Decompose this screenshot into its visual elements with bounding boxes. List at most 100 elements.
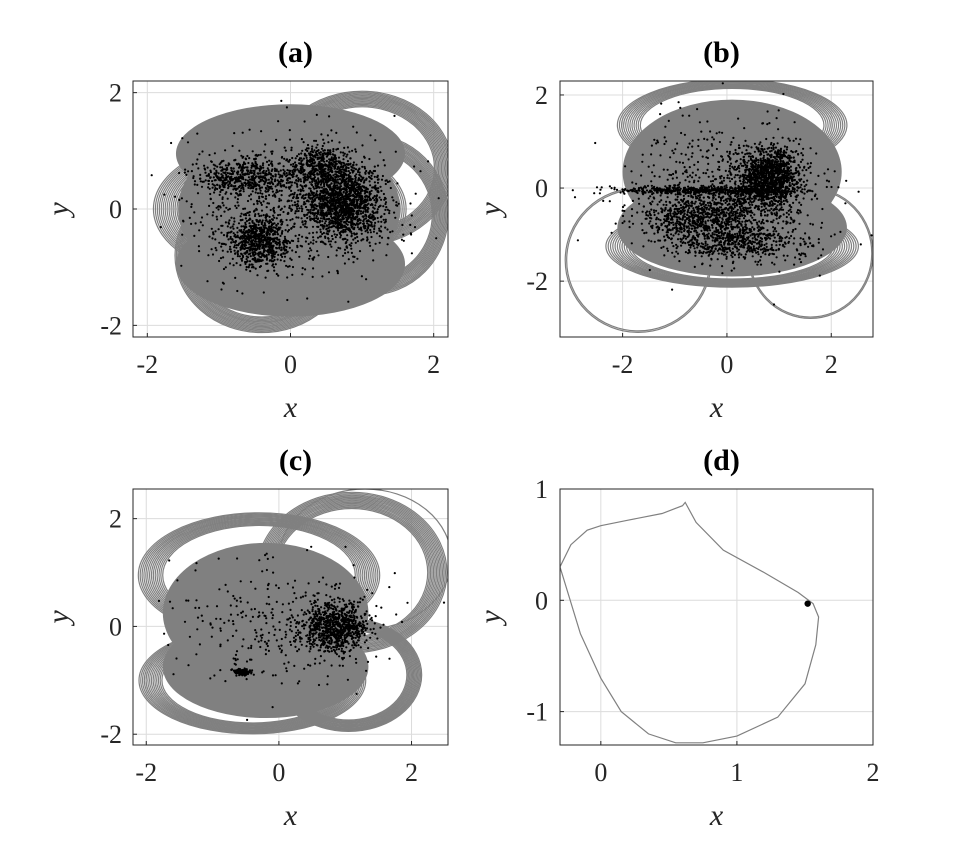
data-point <box>364 195 367 198</box>
data-point <box>231 144 234 148</box>
data-point <box>264 276 267 279</box>
data-point <box>211 237 214 240</box>
data-point <box>393 211 396 214</box>
data-point <box>243 166 246 169</box>
data-point <box>286 179 289 182</box>
data-point <box>224 192 227 195</box>
data-point <box>795 180 798 183</box>
data-point <box>798 209 801 212</box>
data-point <box>327 227 330 230</box>
data-point <box>347 178 351 181</box>
data-point <box>239 164 242 167</box>
data-point <box>245 214 248 217</box>
data-point <box>345 209 348 212</box>
data-point <box>316 143 319 146</box>
data-point <box>240 252 243 255</box>
data-point <box>354 206 357 209</box>
data-point <box>318 205 321 208</box>
data-point <box>729 173 733 176</box>
data-point <box>301 273 304 276</box>
data-point <box>350 242 353 245</box>
data-point <box>336 215 339 218</box>
data-point <box>207 182 210 186</box>
data-point <box>770 200 773 203</box>
data-point <box>356 226 359 229</box>
data-point <box>163 193 166 196</box>
data-point <box>220 169 223 172</box>
data-point <box>305 193 308 196</box>
data-point <box>356 220 359 223</box>
data-point <box>283 235 286 238</box>
data-point <box>361 202 364 205</box>
data-point <box>213 188 216 191</box>
data-point <box>244 221 247 224</box>
data-point <box>263 223 266 226</box>
data-point <box>246 230 249 233</box>
data-point <box>782 199 785 202</box>
data-point <box>765 150 768 153</box>
data-point <box>262 291 265 294</box>
data-point <box>264 190 267 193</box>
data-point <box>285 181 288 185</box>
data-point <box>207 173 210 176</box>
data-point <box>391 196 394 199</box>
data-point <box>774 194 777 198</box>
data-point <box>220 231 223 234</box>
data-point <box>295 216 298 219</box>
data-point <box>344 252 347 255</box>
data-point <box>325 214 329 217</box>
data-point <box>220 173 223 176</box>
data-point <box>265 160 269 163</box>
data-point <box>760 147 763 150</box>
data-point <box>272 206 275 209</box>
data-point <box>260 226 263 229</box>
data-point <box>352 125 355 128</box>
data-point <box>270 152 274 155</box>
data-point <box>198 177 202 180</box>
data-point <box>330 139 334 142</box>
data-point <box>356 257 359 260</box>
data-point <box>214 238 217 241</box>
data-point <box>388 212 391 215</box>
data-point <box>343 224 346 227</box>
data-point <box>272 232 275 235</box>
data-point <box>309 218 312 221</box>
data-point <box>384 182 387 186</box>
data-point <box>240 225 243 228</box>
data-point <box>801 154 805 157</box>
data-point <box>229 237 232 240</box>
data-point <box>354 216 357 219</box>
data-point <box>352 208 355 212</box>
data-point <box>309 187 312 190</box>
data-point <box>331 217 334 220</box>
data-point <box>258 265 261 269</box>
data-point <box>746 161 749 164</box>
data-point <box>229 180 232 183</box>
data-point <box>340 163 343 166</box>
data-point <box>277 180 280 184</box>
data-point <box>301 159 304 162</box>
data-point <box>317 211 320 214</box>
data-point <box>778 173 781 176</box>
data-point <box>327 255 330 259</box>
data-point <box>352 238 355 241</box>
data-point <box>335 131 338 134</box>
data-point <box>323 225 326 228</box>
data-point <box>335 249 338 252</box>
data-point <box>313 217 316 220</box>
data-point <box>325 163 328 166</box>
data-point <box>208 235 211 238</box>
data-point <box>318 219 322 222</box>
data-point <box>339 232 342 235</box>
data-point <box>250 166 253 169</box>
data-point <box>291 156 294 160</box>
data-point <box>259 168 262 171</box>
data-point <box>379 204 382 207</box>
data-point <box>261 178 264 181</box>
data-point <box>757 177 760 180</box>
data-point <box>297 240 300 243</box>
trajectory-loop <box>616 81 848 172</box>
data-point <box>288 158 291 162</box>
data-point <box>393 114 396 117</box>
data-point <box>281 255 284 258</box>
